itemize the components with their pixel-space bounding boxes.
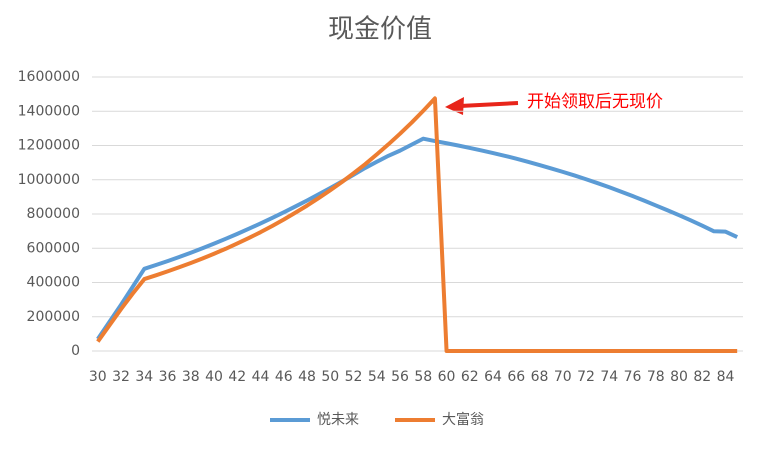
- y-tick-label: 1600000: [18, 69, 80, 85]
- x-tick-label: 36: [159, 369, 177, 385]
- x-tick-label: 62: [461, 369, 479, 385]
- x-tick-label: 42: [228, 369, 246, 385]
- annotation-arrow: [445, 97, 519, 115]
- x-tick-label: 54: [368, 369, 386, 385]
- x-tick-label: 66: [507, 369, 525, 385]
- chart-title: 现金价值: [328, 15, 432, 45]
- x-tick-label: 74: [600, 369, 618, 385]
- arrow-shaft: [459, 101, 519, 108]
- x-tick-label: 68: [531, 369, 549, 385]
- annotation: 开始领取后无现价: [527, 92, 663, 112]
- x-tick-label: 56: [391, 369, 409, 385]
- y-tick-label: 600000: [27, 240, 80, 256]
- series-line: [96, 136, 739, 341]
- x-tick-label: 38: [182, 369, 200, 385]
- x-tick-label: 78: [647, 369, 665, 385]
- y-tick-label: 1000000: [18, 172, 80, 188]
- x-tick-label: 48: [298, 369, 316, 385]
- y-tick-label: 400000: [27, 275, 80, 291]
- x-tick-label: 50: [321, 369, 339, 385]
- y-tick-label: 800000: [27, 206, 80, 222]
- y-tick-label: 1400000: [18, 103, 80, 119]
- x-tick-label: 44: [252, 369, 270, 385]
- x-tick-label: 60: [438, 369, 456, 385]
- x-tick-label: 82: [693, 369, 711, 385]
- x-tick-label: 46: [275, 369, 293, 385]
- x-tick-label: 30: [89, 369, 107, 385]
- legend-label: 悦未来: [317, 412, 359, 428]
- arrow-head: [445, 97, 464, 115]
- x-tick-label: 72: [577, 369, 595, 385]
- x-tick-label: 76: [624, 369, 642, 385]
- y-tick-label: 200000: [27, 309, 80, 325]
- x-tick-label: 80: [670, 369, 688, 385]
- x-tick-label: 58: [414, 369, 432, 385]
- x-tick-label: 40: [205, 369, 223, 385]
- x-tick-label: 52: [345, 369, 363, 385]
- x-tick-label: 32: [112, 369, 130, 385]
- x-tick-label: 70: [554, 369, 572, 385]
- y-tick-label: 1200000: [18, 138, 80, 154]
- y-tick-label: 0: [71, 343, 80, 359]
- legend-label: 大富翁: [442, 411, 484, 428]
- x-tick-label: 64: [484, 369, 502, 385]
- x-tick-label: 84: [717, 369, 735, 385]
- x-tick-label: 34: [135, 369, 153, 385]
- series-line: [96, 96, 738, 353]
